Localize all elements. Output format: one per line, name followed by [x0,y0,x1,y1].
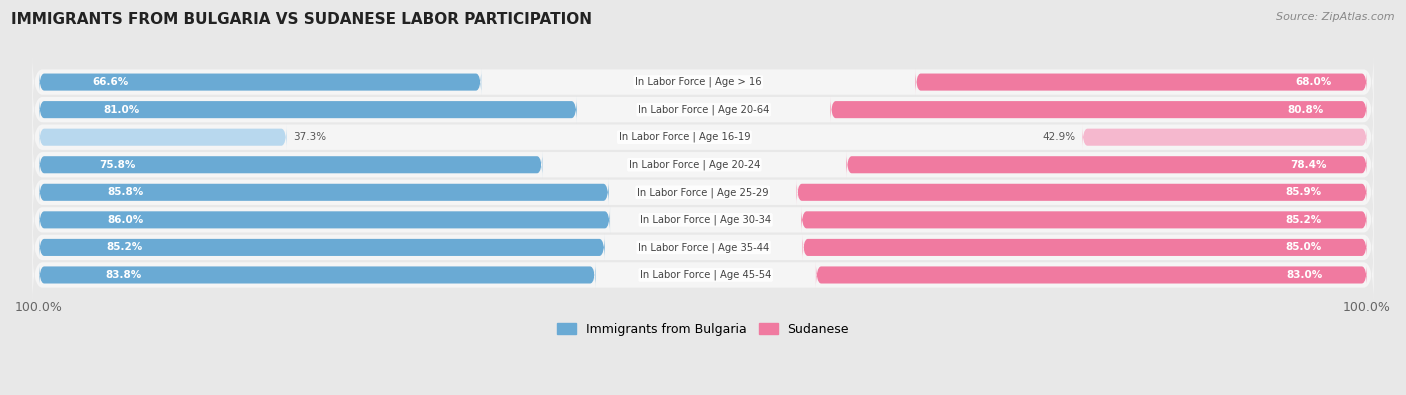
Text: 85.2%: 85.2% [107,243,143,252]
Text: 68.0%: 68.0% [1295,77,1331,87]
FancyBboxPatch shape [39,261,595,288]
FancyBboxPatch shape [1083,124,1367,150]
Text: In Labor Force | Age 30-34: In Labor Force | Age 30-34 [640,214,772,225]
FancyBboxPatch shape [831,96,1367,123]
Text: 80.8%: 80.8% [1288,105,1324,115]
FancyBboxPatch shape [32,136,1374,194]
Text: 66.6%: 66.6% [91,77,128,87]
Text: 37.3%: 37.3% [294,132,326,142]
Text: 83.0%: 83.0% [1286,270,1323,280]
Text: 75.8%: 75.8% [100,160,136,170]
Legend: Immigrants from Bulgaria, Sudanese: Immigrants from Bulgaria, Sudanese [553,318,853,340]
Text: In Labor Force | Age 25-29: In Labor Force | Age 25-29 [637,187,769,198]
Text: 85.9%: 85.9% [1285,187,1322,197]
Text: In Labor Force | Age > 16: In Labor Force | Age > 16 [636,77,762,87]
FancyBboxPatch shape [39,151,543,178]
Text: In Labor Force | Age 16-19: In Labor Force | Age 16-19 [619,132,751,143]
FancyBboxPatch shape [797,179,1367,206]
Text: Source: ZipAtlas.com: Source: ZipAtlas.com [1277,12,1395,22]
FancyBboxPatch shape [32,219,1374,276]
Text: 85.2%: 85.2% [1285,215,1322,225]
Text: In Labor Force | Age 20-24: In Labor Force | Age 20-24 [628,160,761,170]
FancyBboxPatch shape [32,191,1374,248]
FancyBboxPatch shape [801,206,1367,233]
FancyBboxPatch shape [39,96,576,123]
Text: 83.8%: 83.8% [105,270,142,280]
FancyBboxPatch shape [32,81,1374,138]
FancyBboxPatch shape [32,53,1374,111]
FancyBboxPatch shape [915,69,1367,96]
Text: In Labor Force | Age 45-54: In Labor Force | Age 45-54 [640,270,772,280]
FancyBboxPatch shape [39,179,609,206]
FancyBboxPatch shape [39,206,610,233]
Text: 78.4%: 78.4% [1291,160,1327,170]
Text: 42.9%: 42.9% [1042,132,1076,142]
Text: 81.0%: 81.0% [104,105,139,115]
FancyBboxPatch shape [815,261,1367,288]
Text: 85.0%: 85.0% [1285,243,1322,252]
FancyBboxPatch shape [803,234,1367,261]
FancyBboxPatch shape [32,246,1374,304]
Text: In Labor Force | Age 20-64: In Labor Force | Age 20-64 [638,104,769,115]
Text: 85.8%: 85.8% [107,187,143,197]
FancyBboxPatch shape [32,109,1374,166]
Text: In Labor Force | Age 35-44: In Labor Force | Age 35-44 [638,242,769,253]
Text: IMMIGRANTS FROM BULGARIA VS SUDANESE LABOR PARTICIPATION: IMMIGRANTS FROM BULGARIA VS SUDANESE LAB… [11,12,592,27]
FancyBboxPatch shape [39,124,287,150]
FancyBboxPatch shape [846,151,1367,178]
FancyBboxPatch shape [32,164,1374,221]
FancyBboxPatch shape [39,69,481,96]
FancyBboxPatch shape [39,234,605,261]
Text: 86.0%: 86.0% [107,215,143,225]
